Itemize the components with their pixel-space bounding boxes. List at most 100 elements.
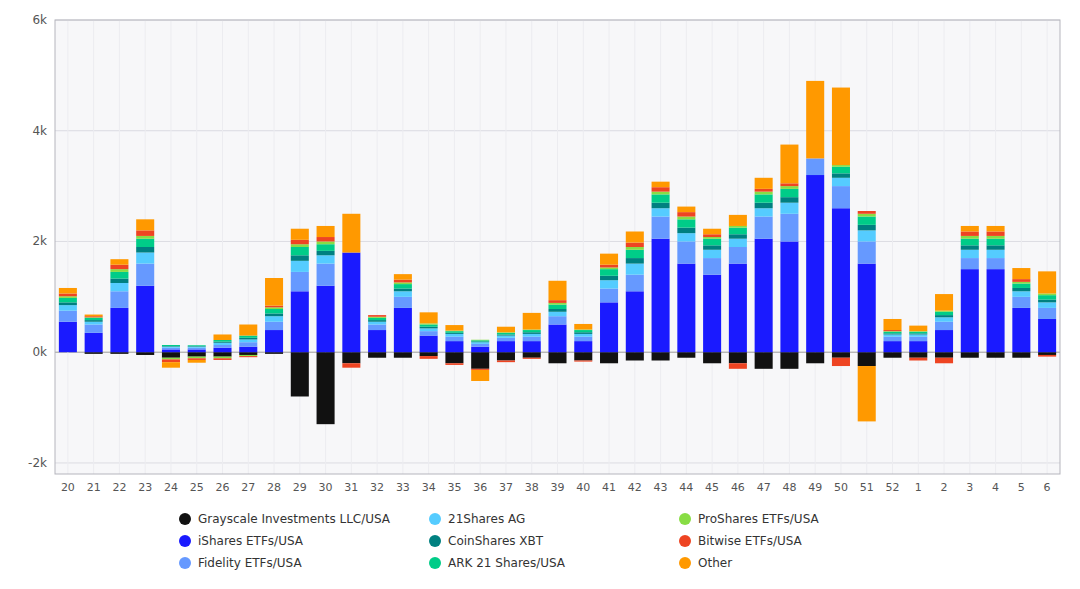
bar-segment (1012, 288, 1030, 291)
x-tick-label: 50 (834, 481, 848, 494)
bar-segment (935, 330, 953, 352)
bar-segment (162, 348, 180, 350)
bar-segment (1012, 268, 1030, 279)
bar-segment (961, 236, 979, 239)
bar-segment (265, 307, 283, 309)
grid-line-x (480, 20, 481, 474)
bar-segment (239, 355, 257, 356)
bar-segment (755, 194, 773, 202)
y-tick-label: 2k (32, 234, 47, 248)
bar-segment (626, 247, 644, 250)
bar-segment (1012, 291, 1030, 297)
bar-segment (445, 333, 463, 334)
bar-segment (368, 320, 386, 322)
bar-segment (523, 337, 541, 341)
x-tick-label: 38 (525, 481, 539, 494)
bar-segment (368, 315, 386, 316)
bar-segment (909, 326, 927, 332)
bar-segment (1012, 352, 1030, 358)
bar-segment (59, 322, 77, 352)
bar-segment (213, 343, 231, 345)
x-tick-label: 28 (267, 481, 281, 494)
bar-segment (780, 241, 798, 352)
bar-segment (987, 352, 1005, 358)
grid (55, 20, 1060, 474)
bar-segment (652, 182, 670, 188)
bar-segment (961, 250, 979, 258)
x-tick-label: 33 (396, 481, 410, 494)
bar-segment (677, 241, 695, 263)
bar-segment (755, 239, 773, 353)
bar-segment (523, 334, 541, 337)
bar-segment (317, 251, 335, 255)
legend-label: Grayscale Investments LLC/USA (198, 512, 391, 526)
y-tick-label: 6k (32, 13, 47, 27)
legend-marker (429, 557, 441, 569)
bar-segment (59, 302, 77, 305)
bar-segment (729, 234, 747, 238)
bar-segment (780, 352, 798, 369)
bar-segment (394, 282, 412, 284)
bar-segment (1038, 355, 1056, 357)
grid-line-x (170, 20, 171, 474)
bar-segment (213, 352, 231, 356)
bar-segment (394, 297, 412, 308)
y-axis: -2k0k2k4k6k (28, 13, 47, 470)
bar-segment (626, 250, 644, 258)
bar-segment (85, 315, 103, 317)
bar-segment (548, 281, 566, 300)
bar-segment (883, 341, 901, 352)
bar-segment (136, 264, 154, 286)
legend-label: ARK 21 Shares/USA (448, 556, 566, 570)
bar-segment (239, 338, 257, 340)
bar-segment (858, 352, 876, 366)
bar-segment (652, 217, 670, 239)
bar-segment (548, 300, 566, 303)
bar-segment (626, 291, 644, 352)
bar-segment (239, 352, 257, 355)
bar-segment (780, 145, 798, 184)
x-tick-label: 20 (61, 481, 75, 494)
bar-segment (858, 211, 876, 214)
bar-segment (987, 236, 1005, 239)
bar-segment (420, 327, 438, 329)
bar-segment (703, 245, 721, 249)
bar-segment (548, 312, 566, 316)
bar-segment (239, 339, 257, 342)
x-tick-label: 5 (1018, 481, 1025, 494)
bar-segment (1038, 271, 1056, 293)
bar-segment (987, 269, 1005, 352)
bar-segment (652, 192, 670, 195)
bar-segment (935, 311, 953, 312)
bar-segment (110, 265, 128, 269)
bar-segment (935, 317, 953, 321)
bar-segment (317, 264, 335, 286)
grid-line-x (196, 20, 197, 474)
bar-segment (471, 369, 489, 370)
bar-segment (909, 337, 927, 341)
bar-segment (858, 214, 876, 217)
x-tick-label: 23 (138, 481, 152, 494)
grid-line-x (67, 20, 68, 474)
grid-line-x (892, 20, 893, 474)
grid-line-x (248, 20, 249, 474)
bar-segment (85, 325, 103, 333)
bar-segment (858, 366, 876, 421)
legend-label: Other (698, 556, 732, 570)
bar-segment (600, 280, 618, 288)
bar-segment (652, 239, 670, 353)
bar-segment (368, 352, 386, 358)
bar-segment (729, 247, 747, 264)
x-tick-label: 27 (241, 481, 255, 494)
bar-segment (1038, 300, 1056, 303)
bar-segment (548, 352, 566, 363)
bar-segment (755, 192, 773, 195)
x-tick-label: 48 (782, 481, 796, 494)
x-tick-label: 52 (886, 481, 900, 494)
bar-segment (780, 183, 798, 186)
series-bars (59, 175, 1056, 352)
grid-line-x (1021, 20, 1022, 474)
bar-segment (755, 208, 773, 216)
bar-segment (1012, 282, 1030, 284)
bar-segment (162, 358, 180, 360)
